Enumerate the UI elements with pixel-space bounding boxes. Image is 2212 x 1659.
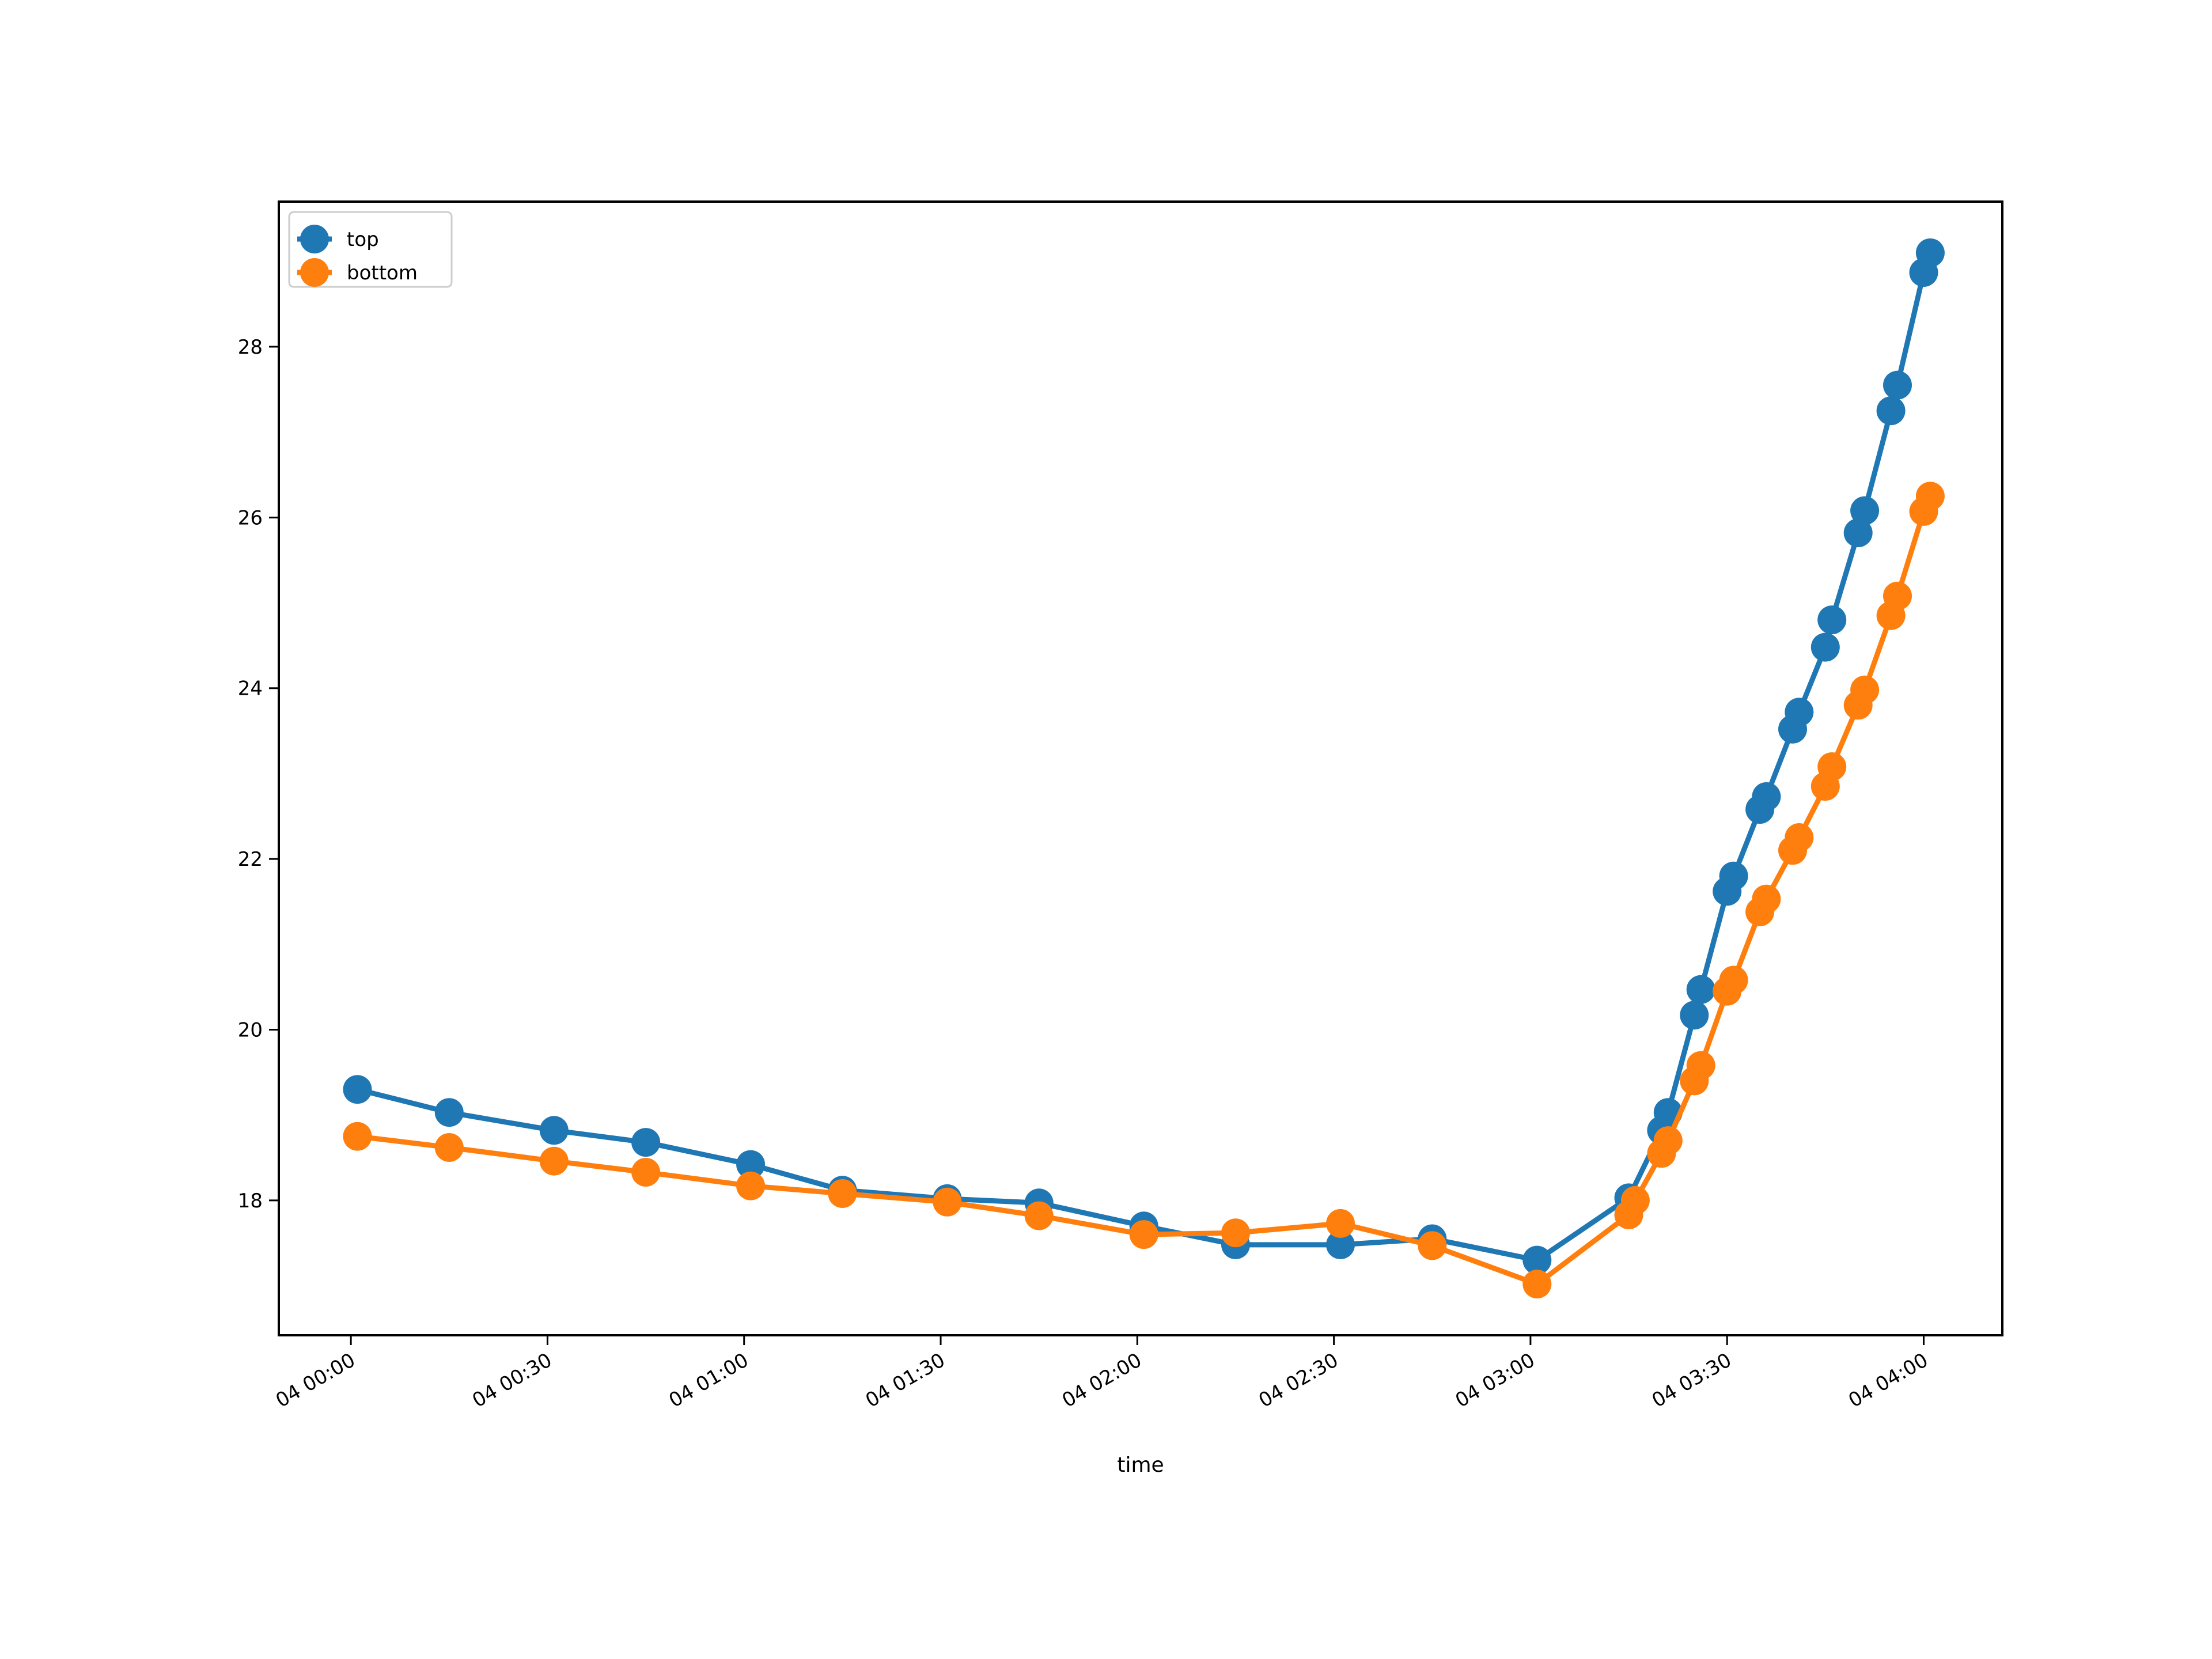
data-point-top-1 xyxy=(434,1098,464,1127)
data-point-top-26 xyxy=(1843,518,1873,547)
data-point-bottom-32 xyxy=(1915,482,1945,511)
data-point-top-23 xyxy=(1785,698,1814,727)
data-point-top-29 xyxy=(1883,370,1912,400)
data-point-bottom-5 xyxy=(828,1179,857,1208)
data-point-bottom-24 xyxy=(1785,823,1814,852)
data-point-bottom-4 xyxy=(736,1171,766,1200)
legend: top bottom xyxy=(288,211,453,288)
data-point-bottom-28 xyxy=(1850,675,1880,704)
data-point-bottom-3 xyxy=(631,1158,661,1187)
data-point-bottom-18 xyxy=(1686,1051,1715,1080)
data-point-top-28 xyxy=(1876,396,1906,426)
data-point-bottom-10 xyxy=(1326,1209,1355,1238)
y-tick-label-0: 18 xyxy=(238,1190,263,1213)
data-point-bottom-1 xyxy=(434,1133,464,1162)
data-point-top-4 xyxy=(736,1150,766,1179)
y-tick-label-1: 20 xyxy=(238,1018,263,1041)
data-point-bottom-12 xyxy=(1522,1270,1552,1299)
data-point-top-3 xyxy=(631,1128,661,1157)
data-point-bottom-26 xyxy=(1817,752,1847,781)
data-point-bottom-2 xyxy=(539,1146,569,1176)
plot-area xyxy=(343,238,1945,1299)
data-point-top-0 xyxy=(343,1075,372,1104)
axes-frame xyxy=(278,200,2003,1336)
data-point-bottom-6 xyxy=(933,1187,962,1217)
data-point-bottom-22 xyxy=(1752,884,1781,914)
legend-box xyxy=(288,211,453,288)
series-line-top xyxy=(357,252,1933,1263)
data-point-bottom-9 xyxy=(1221,1218,1250,1248)
data-point-bottom-7 xyxy=(1024,1201,1054,1230)
data-point-bottom-0 xyxy=(343,1122,372,1151)
data-point-top-19 xyxy=(1719,861,1748,891)
legend-marker-bottom xyxy=(300,258,329,287)
data-point-bottom-11 xyxy=(1418,1231,1447,1260)
data-point-top-10 xyxy=(1326,1230,1355,1259)
data-point-bottom-14 xyxy=(1620,1185,1650,1215)
data-point-bottom-30 xyxy=(1883,581,1912,611)
y-tick-label-2: 22 xyxy=(238,848,263,871)
legend-label-top: top xyxy=(347,228,379,251)
data-point-top-31 xyxy=(1915,238,1945,267)
data-point-bottom-20 xyxy=(1719,965,1748,995)
legend-label-bottom: bottom xyxy=(347,262,418,285)
data-point-bottom-8 xyxy=(1129,1220,1158,1249)
data-point-top-2 xyxy=(539,1116,569,1145)
y-tick-label-3: 24 xyxy=(238,677,263,700)
data-point-top-12 xyxy=(1522,1245,1552,1275)
data-point-top-24 xyxy=(1810,632,1840,662)
y-tick-label-4: 26 xyxy=(238,506,263,529)
data-point-bottom-16 xyxy=(1653,1126,1683,1156)
data-point-top-16 xyxy=(1680,1001,1709,1030)
x-axis-label: time xyxy=(1117,1453,1164,1477)
y-tick-label-5: 28 xyxy=(238,336,263,359)
data-point-top-21 xyxy=(1752,782,1781,811)
legend-marker-top xyxy=(300,225,329,253)
data-point-top-25 xyxy=(1817,605,1847,635)
data-point-top-17 xyxy=(1686,975,1715,1004)
data-point-top-27 xyxy=(1850,496,1880,525)
